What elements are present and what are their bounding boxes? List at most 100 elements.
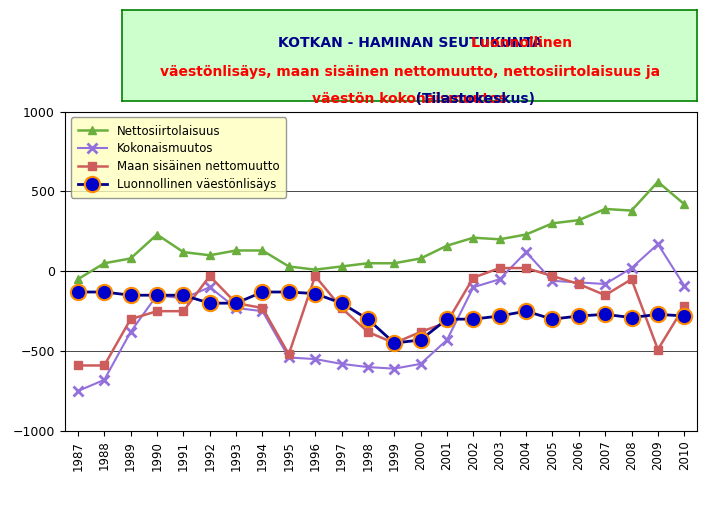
Kokonaismuutos <box>548 278 557 284</box>
Maan sisäinen nettomuutto <box>232 300 240 306</box>
Luonnollinen väestönlisäys <box>179 292 188 298</box>
Maan sisäinen nettomuutto <box>601 292 610 298</box>
Text: Luonnollinen: Luonnollinen <box>247 35 572 50</box>
Kokonaismuutos <box>469 284 477 290</box>
Maan sisäinen nettomuutto <box>73 363 82 369</box>
Kokonaismuutos <box>152 292 161 298</box>
Maan sisäinen nettomuutto <box>127 316 135 322</box>
Nettosiirtolaisuus <box>495 236 504 242</box>
Maan sisäinen nettomuutto <box>627 276 636 282</box>
Luonnollinen väestönlisäys <box>443 316 452 322</box>
Nettosiirtolaisuus <box>416 256 425 262</box>
Nettosiirtolaisuus <box>337 264 346 270</box>
Nettosiirtolaisuus <box>232 247 240 254</box>
Line: Maan sisäinen nettomuutto: Maan sisäinen nettomuutto <box>74 264 688 370</box>
Kokonaismuutos <box>654 241 662 247</box>
Kokonaismuutos <box>258 308 267 314</box>
Luonnollinen väestönlisäys <box>100 289 109 295</box>
Nettosiirtolaisuus <box>443 243 452 249</box>
Line: Kokonaismuutos: Kokonaismuutos <box>73 239 689 396</box>
Kokonaismuutos <box>73 388 82 394</box>
Maan sisäinen nettomuutto <box>680 303 689 309</box>
Nettosiirtolaisuus <box>206 252 214 258</box>
Kokonaismuutos <box>100 377 109 383</box>
Nettosiirtolaisuus <box>152 232 161 238</box>
Kokonaismuutos <box>522 249 531 255</box>
Kokonaismuutos <box>390 366 398 372</box>
Legend: Nettosiirtolaisuus, Kokonaismuutos, Maan sisäinen nettomuutto, Luonnollinen väes: Nettosiirtolaisuus, Kokonaismuutos, Maan… <box>70 118 286 198</box>
Kokonaismuutos <box>416 361 425 367</box>
Nettosiirtolaisuus <box>364 260 372 266</box>
Text: KOTKAN - HAMINAN SEUTUKUNTA: KOTKAN - HAMINAN SEUTUKUNTA <box>278 35 542 50</box>
Luonnollinen väestönlisäys <box>495 313 504 319</box>
Nettosiirtolaisuus <box>522 232 531 238</box>
Maan sisäinen nettomuutto <box>337 305 346 311</box>
Nettosiirtolaisuus <box>574 217 583 223</box>
Luonnollinen väestönlisäys <box>522 308 531 314</box>
Luonnollinen väestönlisäys <box>469 316 477 322</box>
Luonnollinen väestönlisäys <box>548 316 557 322</box>
Luonnollinen väestönlisäys <box>601 311 610 317</box>
Maan sisäinen nettomuutto <box>416 329 425 335</box>
Kokonaismuutos <box>495 276 504 282</box>
Maan sisäinen nettomuutto <box>152 308 161 314</box>
Maan sisäinen nettomuutto <box>311 273 319 279</box>
Kokonaismuutos <box>127 329 135 335</box>
Luonnollinen väestönlisäys <box>285 289 293 295</box>
Nettosiirtolaisuus <box>390 260 398 266</box>
Luonnollinen väestönlisäys <box>574 313 583 319</box>
Nettosiirtolaisuus <box>601 206 610 212</box>
Maan sisäinen nettomuutto <box>495 265 504 271</box>
Nettosiirtolaisuus <box>680 201 689 207</box>
Text: (Tilastokeskus): (Tilastokeskus) <box>284 92 536 106</box>
Nettosiirtolaisuus <box>73 276 82 282</box>
Maan sisäinen nettomuutto <box>179 308 188 314</box>
Nettosiirtolaisuus <box>548 220 557 226</box>
Luonnollinen väestönlisäys <box>416 337 425 343</box>
Line: Luonnollinen väestönlisäys: Luonnollinen väestönlisäys <box>70 284 692 351</box>
Kokonaismuutos <box>285 354 293 360</box>
Kokonaismuutos <box>627 265 636 271</box>
Nettosiirtolaisuus <box>127 256 135 262</box>
Luonnollinen väestönlisäys <box>627 314 636 320</box>
Nettosiirtolaisuus <box>285 264 293 270</box>
Text: väestön kokonaismuutos: väestön kokonaismuutos <box>312 92 508 106</box>
Nettosiirtolaisuus <box>258 247 267 254</box>
Luonnollinen väestönlisäys <box>232 300 240 306</box>
Maan sisäinen nettomuutto <box>574 281 583 287</box>
Maan sisäinen nettomuutto <box>364 329 372 335</box>
Kokonaismuutos <box>179 296 188 302</box>
Luonnollinen väestönlisäys <box>680 313 689 319</box>
Luonnollinen väestönlisäys <box>654 311 662 317</box>
Line: Nettosiirtolaisuus: Nettosiirtolaisuus <box>74 177 688 283</box>
Maan sisäinen nettomuutto <box>258 305 267 311</box>
Nettosiirtolaisuus <box>100 260 109 266</box>
Luonnollinen väestönlisäys <box>152 292 161 298</box>
Kokonaismuutos <box>206 284 214 290</box>
Kokonaismuutos <box>311 356 319 362</box>
Maan sisäinen nettomuutto <box>469 275 477 281</box>
Kokonaismuutos <box>364 364 372 370</box>
Luonnollinen väestönlisäys <box>206 300 214 306</box>
Maan sisäinen nettomuutto <box>100 363 109 369</box>
Maan sisäinen nettomuutto <box>522 265 531 271</box>
Kokonaismuutos <box>680 282 689 288</box>
Luonnollinen väestönlisäys <box>311 291 319 297</box>
Kokonaismuutos <box>337 361 346 367</box>
Maan sisäinen nettomuutto <box>390 340 398 346</box>
Kokonaismuutos <box>601 281 610 287</box>
Luonnollinen väestönlisäys <box>73 289 82 295</box>
Maan sisäinen nettomuutto <box>206 273 214 279</box>
Luonnollinen väestönlisäys <box>127 292 135 298</box>
Nettosiirtolaisuus <box>311 267 319 273</box>
Kokonaismuutos <box>443 337 452 343</box>
Luonnollinen väestönlisäys <box>390 340 398 346</box>
Nettosiirtolaisuus <box>627 207 636 213</box>
Maan sisäinen nettomuutto <box>548 273 557 279</box>
Nettosiirtolaisuus <box>179 249 188 255</box>
Kokonaismuutos <box>232 305 240 311</box>
Kokonaismuutos <box>574 279 583 285</box>
Luonnollinen väestönlisäys <box>364 316 372 322</box>
Nettosiirtolaisuus <box>469 235 477 241</box>
Luonnollinen väestönlisäys <box>258 289 267 295</box>
